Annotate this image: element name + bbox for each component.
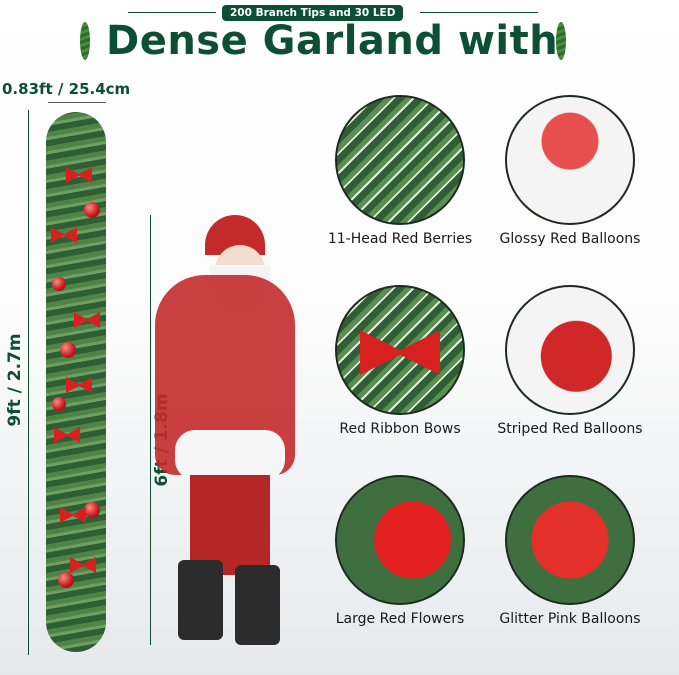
- feature-image-glossy-ball: [505, 95, 635, 225]
- feature-label: Glitter Pink Balloons: [499, 611, 641, 627]
- feature-image-red-flowers: [335, 475, 465, 605]
- feature-image-striped-ball: [505, 285, 635, 415]
- feature-label: Glossy Red Balloons: [499, 231, 641, 247]
- header-badge: 200 Branch Tips and 30 LED: [222, 5, 404, 21]
- length-label: 9ft / 2.7m: [5, 333, 25, 427]
- feature-label: Striped Red Balloons: [497, 421, 643, 437]
- feature-label: Red Ribbon Bows: [339, 421, 461, 437]
- feature-image-red-berries: [335, 95, 465, 225]
- feature-label: 11-Head Red Berries: [327, 231, 473, 247]
- garland-image: [46, 112, 106, 652]
- page-title: Dense Garland with: [106, 18, 559, 64]
- feature-image-glitter-ball: [505, 475, 635, 605]
- feature-label: Large Red Flowers: [335, 611, 465, 627]
- pine-branch-icon: [80, 22, 90, 60]
- width-label: 0.83ft / 25.4cm: [2, 80, 131, 98]
- width-arrow: [48, 102, 106, 103]
- divider: [128, 12, 216, 13]
- pine-branch-icon: [556, 22, 566, 60]
- feature-image-red-bow: [335, 285, 465, 415]
- height-line: [150, 215, 151, 645]
- length-line: [28, 110, 29, 655]
- divider: [420, 12, 538, 13]
